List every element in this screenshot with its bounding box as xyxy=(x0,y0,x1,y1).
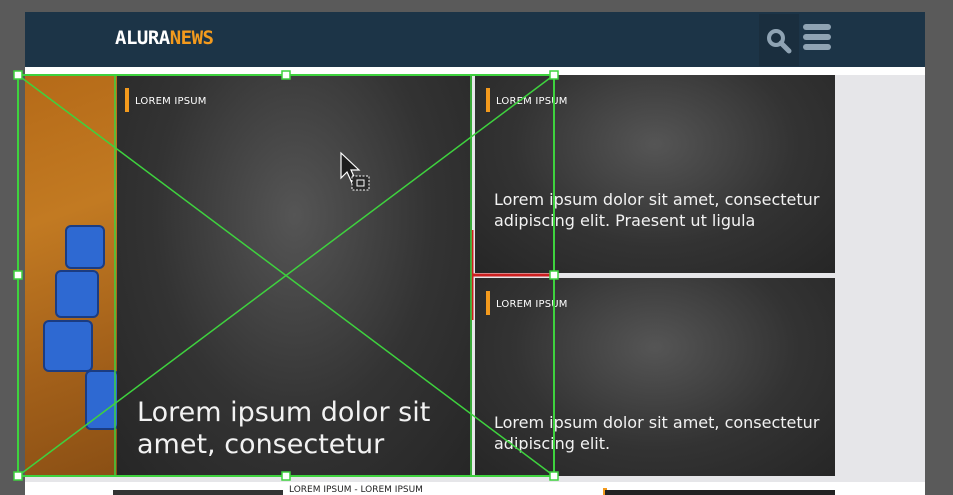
featured-news-card[interactable]: LOREM IPSUM Lorem ipsum dolor sit amet, … xyxy=(117,75,472,476)
news-card-bottom[interactable]: LOREM IPSUM Lorem ipsum dolor sit amet, … xyxy=(475,278,835,476)
alura-news-logo[interactable]: ALURANEWS xyxy=(115,27,214,49)
bottom-news-tag: LOREM IPSUM - LOREM IPSUM xyxy=(289,485,423,495)
bottom-news-thumbnail[interactable] xyxy=(605,490,835,495)
hamburger-menu-icon-line xyxy=(803,44,831,50)
cube-block xyxy=(43,320,93,372)
resize-handle[interactable] xyxy=(13,471,23,481)
search-button[interactable] xyxy=(759,14,799,66)
logo-part-news: NEWS xyxy=(169,27,214,49)
search-icon xyxy=(767,29,792,54)
featured-card-headline: Lorem ipsum dolor sit amet, consectetur xyxy=(137,397,431,460)
hamburger-menu-icon-line xyxy=(803,34,831,40)
resize-handle[interactable] xyxy=(13,70,23,80)
cube-block xyxy=(65,225,105,269)
bottom-news-thumbnail[interactable] xyxy=(113,490,283,495)
news-card-top-headline: Lorem ipsum dolor sit amet, consectetur … xyxy=(494,190,820,230)
news-card-bottom-headline: Lorem ipsum dolor sit amet, consectetur … xyxy=(494,413,820,453)
cube-block xyxy=(55,270,99,318)
rubiks-cube-photo xyxy=(25,75,117,476)
navbar-divider xyxy=(25,67,925,75)
cube-block xyxy=(85,370,117,430)
featured-card-tag: LOREM IPSUM xyxy=(125,88,207,112)
resize-handle[interactable] xyxy=(13,270,23,280)
news-card-top[interactable]: LOREM IPSUM Lorem ipsum dolor sit amet, … xyxy=(475,75,835,273)
news-card-bottom-tag: LOREM IPSUM xyxy=(486,291,568,315)
hamburger-menu-button[interactable] xyxy=(803,24,835,58)
design-artboard: ALURANEWS LOREM IPSUM Lorem ipsum dolor … xyxy=(25,12,925,495)
hamburger-menu-icon-line xyxy=(803,24,831,30)
top-navbar: ALURANEWS xyxy=(25,12,925,67)
news-card-top-tag: LOREM IPSUM xyxy=(486,88,568,112)
logo-part-alura: ALURA xyxy=(115,27,170,49)
